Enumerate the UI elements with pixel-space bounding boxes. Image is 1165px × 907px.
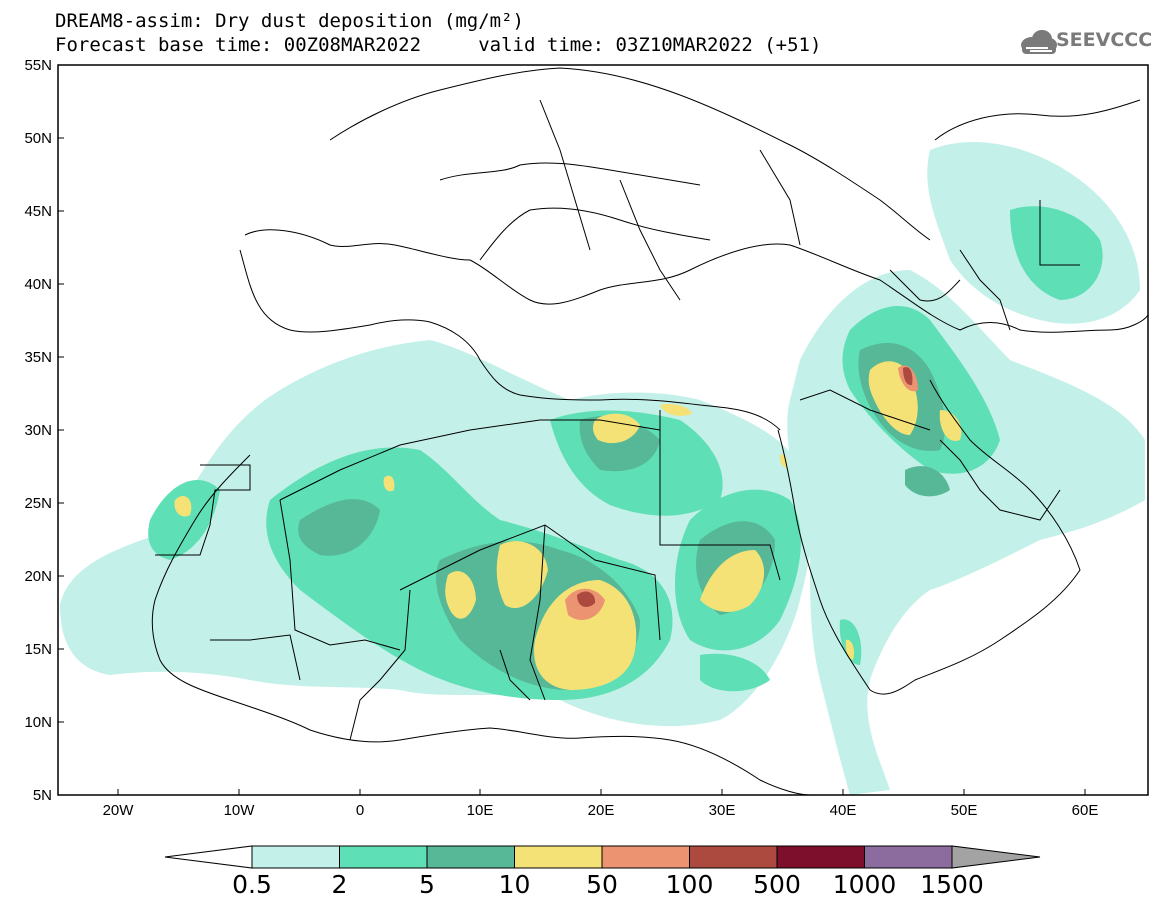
- lat-label: 10N: [24, 714, 52, 731]
- colorbar-label: 0.5: [232, 870, 272, 899]
- lat-label: 15N: [24, 641, 52, 658]
- colorbar-under-triangle: [164, 845, 253, 869]
- lat-labels: 55N 50N 45N 40N 35N 30N 25N 20N 15N 10N …: [24, 57, 52, 804]
- colorbar-box: [514, 845, 603, 869]
- colorbar-label: 100: [665, 870, 714, 899]
- colorbar-box: [689, 845, 778, 869]
- lat-label: 45N: [24, 203, 52, 220]
- colorbar-over-triangle: [951, 845, 1041, 869]
- colorbar-box: [601, 845, 690, 869]
- colorbar-label: 5: [419, 870, 435, 899]
- map-title: DREAM8-assim: Dry dust deposition (mg/m²…: [55, 10, 524, 32]
- map-subtitle: Forecast base time: 00Z08MAR2022 valid t…: [55, 34, 822, 56]
- colorbar: [164, 845, 1041, 869]
- seevccc-logo-icon: [1021, 30, 1057, 54]
- lon-label: 60E: [1072, 802, 1099, 819]
- lat-label: 5N: [33, 787, 52, 804]
- lon-label: 20E: [588, 802, 615, 819]
- lat-label: 25N: [24, 495, 52, 512]
- lon-label: 0: [356, 802, 364, 819]
- lon-label: 40E: [830, 802, 857, 819]
- axis-ticks: [58, 64, 1086, 795]
- dust-level-100: [577, 366, 913, 607]
- colorbar-label: 1500: [920, 870, 984, 899]
- colorbar-label: 1000: [832, 870, 897, 899]
- country-borders: [151, 67, 1148, 795]
- lon-label: 20W: [103, 802, 135, 819]
- logo-text: SEEVCCC: [1056, 29, 1153, 51]
- dust-level-10: [174, 361, 962, 690]
- lat-label: 35N: [24, 349, 52, 366]
- lon-label: 50E: [951, 802, 978, 819]
- colorbar-box: [339, 845, 428, 869]
- colorbar-label: 2: [331, 870, 348, 899]
- lon-label: 10W: [224, 802, 256, 819]
- colorbar-box: [864, 845, 953, 869]
- colorbar-box: [426, 845, 515, 869]
- colorbar-label: 50: [586, 870, 618, 899]
- lat-label: 40N: [24, 276, 52, 293]
- lat-label: 30N: [24, 422, 52, 439]
- lon-label: 10E: [467, 802, 494, 819]
- lon-label: 30E: [709, 802, 736, 819]
- lon-labels: 20W 10W 0 10E 20E 30E 40E 50E 60E: [103, 802, 1099, 819]
- lat-label: 50N: [24, 130, 52, 147]
- dust-deposition-field: [60, 141, 1145, 795]
- colorbar-box: [776, 845, 865, 869]
- colorbar-label: 500: [753, 870, 801, 899]
- lat-label: 55N: [24, 57, 52, 74]
- colorbar-box: [251, 845, 340, 869]
- lat-label: 20N: [24, 568, 52, 585]
- colorbar-label: 10: [498, 870, 531, 899]
